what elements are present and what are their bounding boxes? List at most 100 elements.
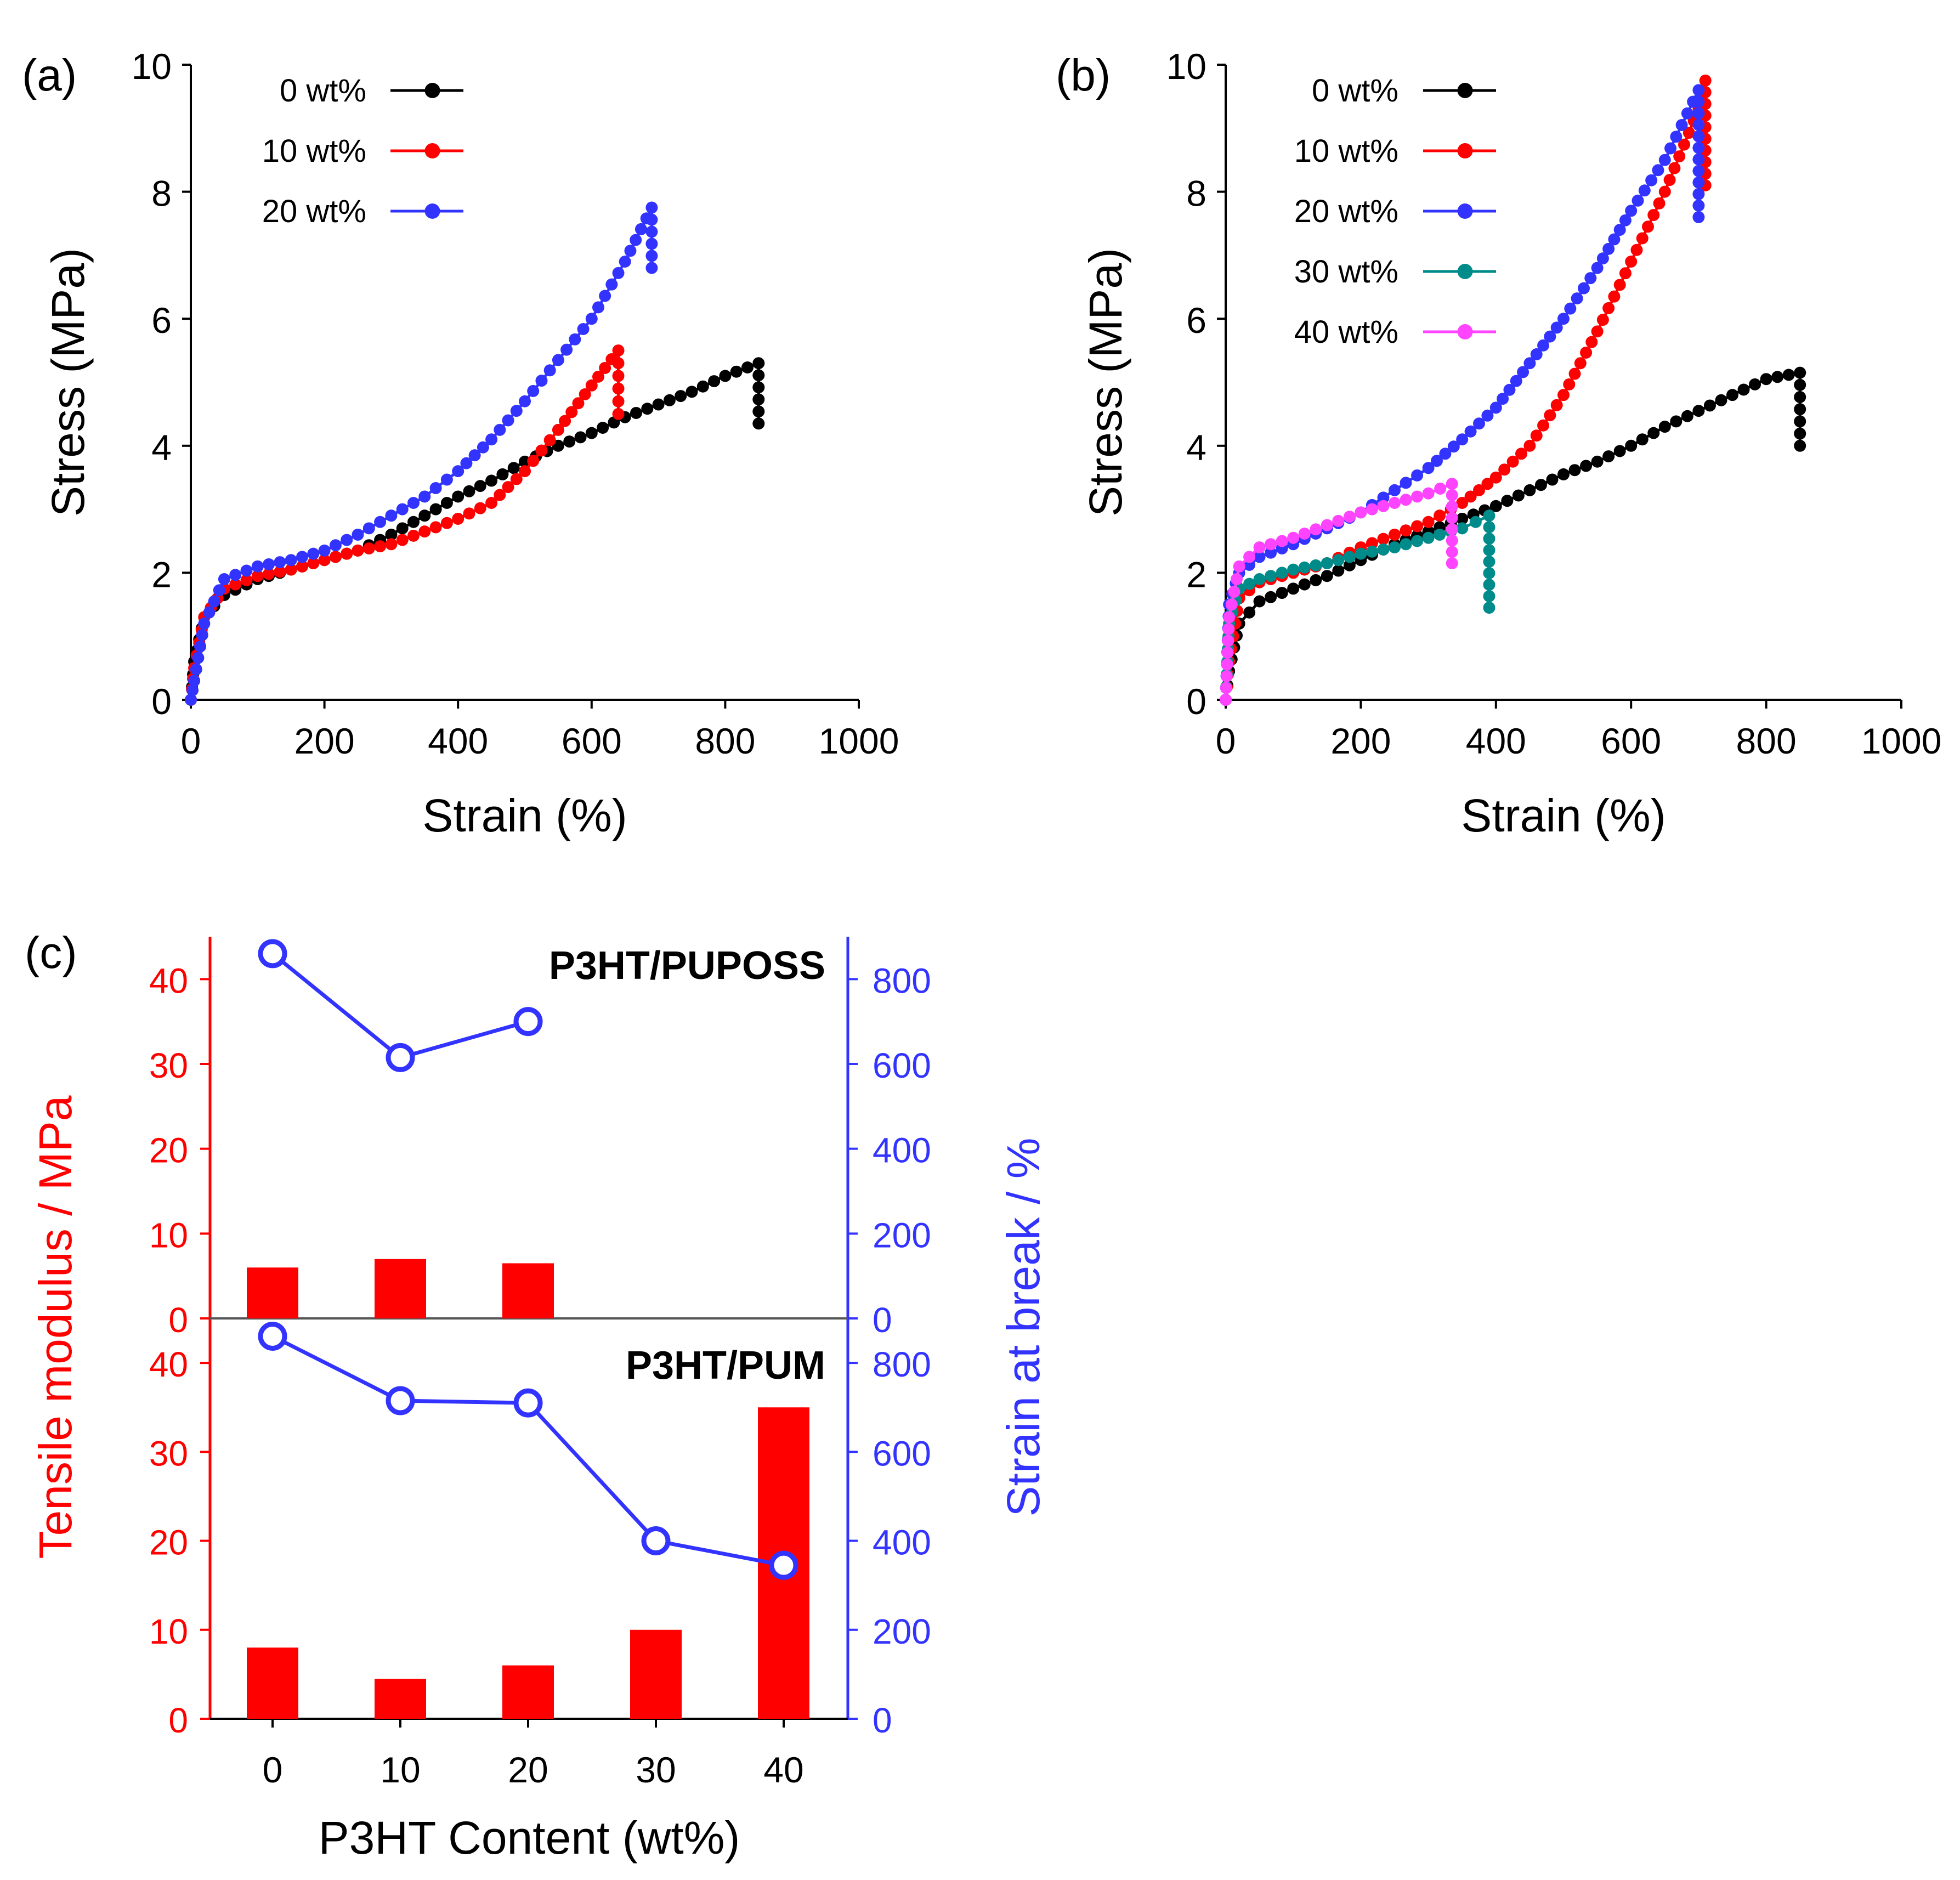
data-point [1794,415,1806,428]
data-point [1265,591,1277,603]
data-point [1557,468,1570,480]
right-tick-label: 400 [873,1523,931,1562]
data-point [1481,478,1494,490]
data-point [285,563,297,576]
left-tick-label: 40 [149,961,188,1000]
y-tick-label: 10 [1166,46,1206,87]
x-tick-label: 200 [1330,721,1391,761]
data-point [1584,272,1597,285]
data-point [1439,448,1452,460]
data-point [1220,694,1232,706]
legend-label: 10 wt% [1294,133,1398,169]
data-point [1580,346,1593,359]
series-line-0wt [189,361,760,700]
right-tick-label: 800 [873,961,931,1000]
data-point [1699,74,1712,87]
legend-label: 10 wt% [262,133,366,169]
data-point [429,521,442,534]
data-point [645,262,658,274]
data-point [1658,185,1671,198]
data-point [190,663,202,676]
data-point [1501,495,1514,507]
x-tick-label: 20 [508,1749,548,1790]
data-point [1332,514,1345,527]
data-point [1489,401,1502,414]
data-point [1645,174,1658,186]
y-tick-label: 0 [1186,681,1206,722]
series-line-10wt [1224,80,1707,700]
right-tick-label: 800 [873,1345,931,1384]
data-point [1794,439,1806,452]
data-point [1220,670,1233,682]
data-point [1771,371,1784,383]
data-point [645,250,658,262]
data-point [1431,455,1443,467]
x-tick-label: 200 [294,721,355,761]
x-tick-label: 10 [380,1749,420,1790]
data-point [1608,290,1621,303]
data-point [251,560,264,573]
legend-label: 0 wt% [1312,73,1398,109]
data-point [1668,162,1681,174]
data-point [362,542,375,555]
strain-at-break-point [386,1043,415,1072]
data-point [1483,544,1496,557]
data-point [1632,194,1644,207]
x-tick-label: 400 [1466,721,1526,761]
data-point [612,370,625,382]
data-point [1546,473,1559,486]
data-point [1715,394,1727,406]
data-point [362,522,375,535]
modulus-bar [247,1267,298,1318]
data-point [1298,527,1311,540]
data-point [1503,383,1516,396]
data-point [1389,497,1401,509]
data-point [1464,490,1477,503]
data-point [1557,313,1570,325]
data-point [612,267,625,279]
data-point [1749,378,1761,390]
panel-b-label: (b) [1056,50,1111,100]
data-point [519,395,531,407]
data-point [1377,491,1390,504]
data-point [1737,383,1750,396]
data-point [1692,176,1705,189]
data-point [418,509,431,522]
data-point [1794,378,1806,391]
right-tick-label: 0 [873,1300,892,1340]
data-point [307,557,320,570]
data-point [1456,433,1469,446]
data-point [1692,118,1705,131]
data-point [1434,509,1446,522]
data-point [752,393,765,406]
data-point [1321,570,1333,582]
y-tick-label: 0 [151,681,172,722]
data-point [1253,551,1266,563]
data-point [1692,405,1705,417]
y-tick-label: 6 [1186,300,1206,341]
data-point [1343,559,1356,571]
data-point [440,473,453,486]
data-point [213,584,225,597]
data-point [663,394,676,406]
data-point [1638,184,1651,197]
data-point [708,375,721,388]
panel-a-stress-strain-chart: (a) 0 2 4 6 8 10 0 200 400 600 800 1000 Strain (%)… [22,46,899,841]
data-point [527,455,540,467]
data-point [1276,587,1288,599]
right-tick-label: 600 [873,1434,931,1473]
data-point [440,517,453,529]
data-point [1456,497,1469,509]
data-point [641,403,654,415]
data-point [1287,531,1300,544]
data-point [396,534,409,546]
data-point [463,485,475,497]
data-point [1585,336,1598,348]
data-point [194,640,207,653]
series-line-20wt [1224,89,1700,700]
data-point [1422,487,1435,500]
data-point [1625,439,1638,452]
data-point [218,573,230,585]
data-point [1265,538,1277,551]
right-tick-label: 200 [873,1612,931,1651]
